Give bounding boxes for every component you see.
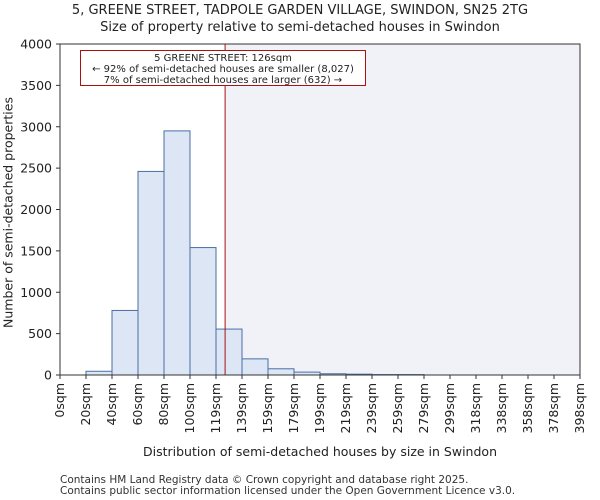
x-tick-label: 259sqm [390,383,405,433]
histogram-bar [163,130,191,376]
x-tick-label: 338sqm [494,383,509,433]
x-tick-label: 100sqm [182,383,197,433]
histogram-bar [137,170,165,376]
footer-line-2: Contains public sector information licen… [60,485,516,497]
chart-title: 5, GREENE STREET, TADPOLE GARDEN VILLAGE… [71,3,529,18]
chart-subtitle: Size of property relative to semi-detach… [100,20,500,35]
x-tick-label: 119sqm [208,383,223,433]
x-tick-label: 318sqm [468,383,483,433]
y-tick-label: 0 [44,368,52,383]
x-tick-label: 239sqm [364,383,379,433]
x-tick-label: 139sqm [234,383,249,433]
x-tick-label: 199sqm [312,383,327,433]
larger-region-shade [225,44,580,375]
histogram-bar [85,370,113,376]
x-tick-label: 80sqm [156,383,171,426]
y-tick-label: 1000 [20,285,52,300]
x-tick-label: 159sqm [260,383,275,433]
annotation-box: 5 GREENE STREET: 126sqm ← 92% of semi-de… [80,50,366,86]
x-tick-label: 179sqm [286,383,301,433]
x-tick-label: 299sqm [442,383,457,433]
y-tick-label: 4000 [20,37,52,52]
y-tick-label: 1500 [20,243,52,258]
y-tick-label: 500 [28,326,52,341]
x-tick-label: 219sqm [338,383,353,433]
y-tick-label: 2500 [20,161,52,176]
annotation-line-3: 7% of semi-detached houses are larger (6… [103,75,343,86]
annotation-line-1: 5 GREENE STREET: 126sqm [154,53,292,64]
y-tick-label: 3000 [20,119,52,134]
footer-line-1: Contains HM Land Registry data © Crown c… [60,474,469,486]
x-tick-label: 378sqm [546,383,561,433]
x-tick-label: 40sqm [104,383,119,426]
x-tick-label: 0sqm [52,383,67,418]
x-tick-label: 60sqm [130,383,145,426]
y-tick-label: 2000 [20,202,52,217]
x-tick-label: 279sqm [416,383,431,433]
x-tick-label: 358sqm [520,383,535,433]
x-tick-label: 20sqm [78,383,93,426]
histogram-bar [241,358,269,376]
y-axis-label: Number of semi-detached properties [0,97,16,328]
x-tick-label: 398sqm [572,383,587,433]
histogram-bar [215,328,243,376]
annotation-line-2: ← 92% of semi-detached houses are smalle… [92,64,354,75]
x-axis-label: Distribution of semi-detached houses by … [143,444,497,459]
histogram-bar [267,368,295,376]
histogram-bar [111,309,139,376]
histogram-bar [189,247,217,376]
y-tick-label: 3500 [20,78,52,93]
